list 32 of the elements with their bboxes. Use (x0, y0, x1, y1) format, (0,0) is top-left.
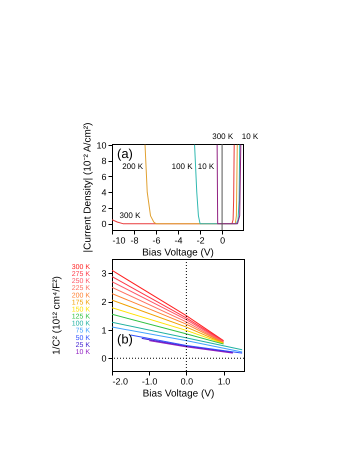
y-tick-label: 0 (101, 354, 106, 364)
y-tick-label: 10 (96, 140, 106, 150)
x-tick-label: 0.0 (180, 376, 194, 386)
annotation: 10 K (198, 162, 215, 171)
y-tick-label: 2 (101, 297, 106, 308)
x-tick-label: -10 (112, 236, 126, 246)
x-tick-label: -4 (174, 236, 183, 246)
x-axis-title: Bias Voltage (V) (142, 248, 214, 258)
annotation: 300 K (120, 211, 142, 220)
x-tick-label: -1.0 (142, 376, 158, 386)
annotation: (b) (117, 332, 133, 347)
y-axis-title: 1/C² (10¹² cm⁴/F²) (51, 276, 62, 355)
x-tick-label: -6 (152, 236, 161, 246)
x-axis-title: Bias Voltage (V) (142, 388, 214, 400)
y-axis-title: |Current Density| (10⁻² A/cm²) (82, 122, 94, 252)
x-tick-label: 1.0 (218, 376, 230, 386)
y-tick-label: 3 (101, 268, 106, 279)
annotation: (a) (117, 146, 133, 161)
x-tick-label: -8 (130, 236, 139, 246)
annotation: 10 K (242, 132, 259, 141)
y-tick-label: 2 (101, 203, 106, 214)
x-tick-label: -2.0 (112, 376, 128, 386)
annotation: 300 K (212, 132, 234, 141)
y-tick-label: 8 (101, 156, 106, 166)
x-tick-label: -2 (196, 236, 205, 246)
annotation: 200 K (122, 162, 144, 171)
y-tick-label: 0 (101, 219, 106, 230)
x-tick-label: 0 (220, 236, 226, 246)
y-tick-label: 1 (101, 325, 106, 336)
annotation: 100 K (172, 162, 194, 171)
y-tick-label: 4 (101, 188, 106, 198)
y-tick-label: 6 (101, 172, 106, 182)
